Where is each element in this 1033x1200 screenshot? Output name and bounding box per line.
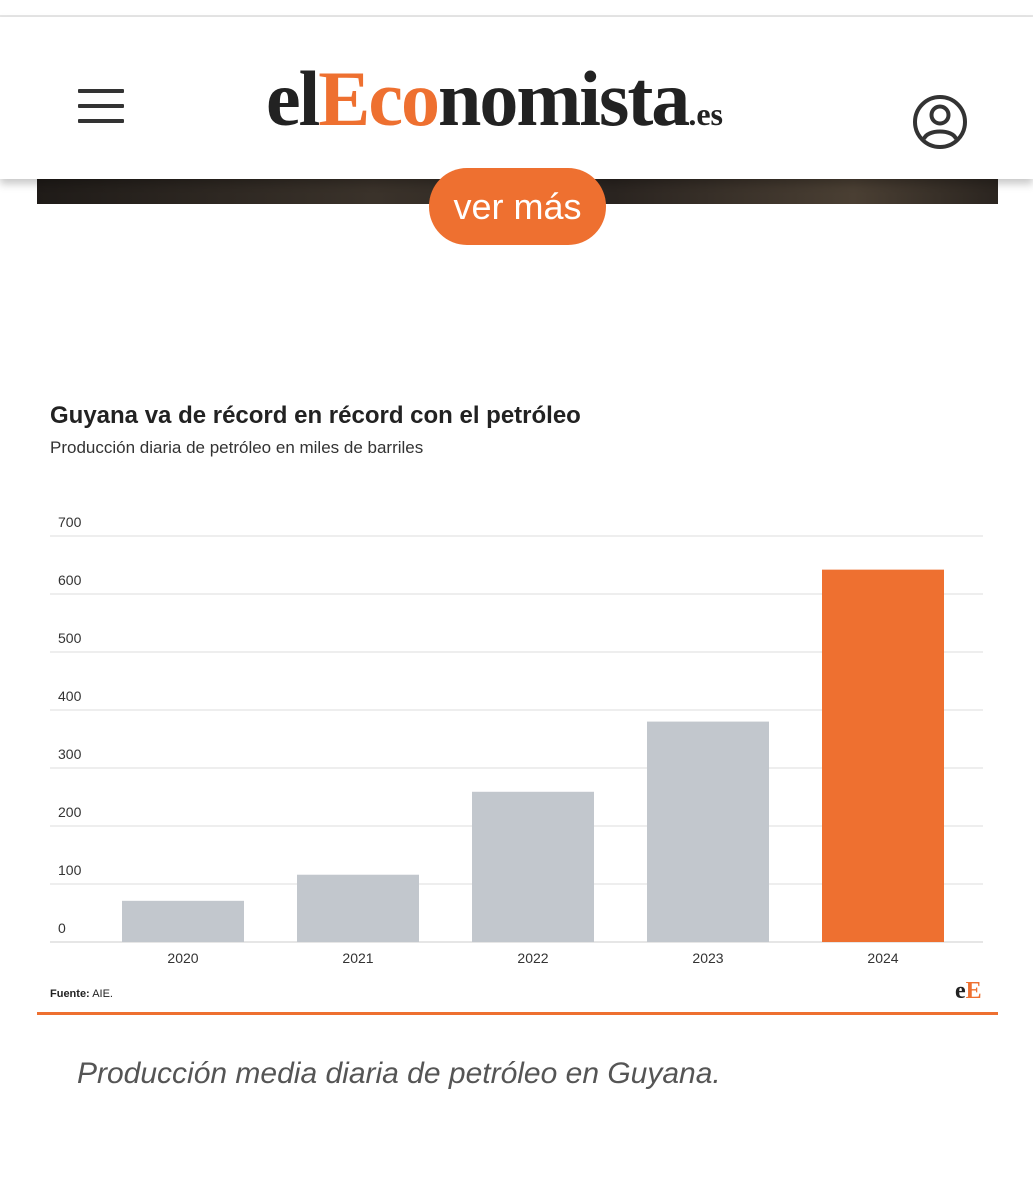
site-header: elEconomista.es [0,17,1033,179]
site-logo[interactable]: elEconomista.es [266,59,723,139]
bar-2023 [647,721,769,942]
brand-mark-E: E [965,978,982,1004]
brand-mark-e: e [955,978,966,1004]
logo-eco: Eco [318,55,440,142]
source-label: Fuente: [50,988,90,1000]
y-tick-label: 100 [58,862,82,878]
bar-chart: 0 100 200 300 400 500 600 700 2020 2021 2022 2023 20… [50,514,983,966]
bar-2024 [822,569,944,942]
logo-el: el [266,55,320,142]
x-tick-label: 2022 [517,950,548,966]
y-tick-label: 600 [58,572,82,588]
chart-subtitle: Producción diaria de petróleo en miles d… [50,438,424,457]
user-account-icon[interactable] [912,94,968,150]
y-tick-label: 0 [58,920,66,936]
y-tick-label: 200 [58,804,82,820]
x-tick-label: 2021 [342,950,373,966]
x-tick-label: 2023 [692,950,723,966]
figure-caption: Producción media diaria de petróleo en G… [77,1057,721,1090]
chart-source: Fuente: AIE. [50,988,113,1000]
y-tick-label: 700 [58,514,82,530]
hamburger-menu-icon[interactable] [78,89,126,123]
y-tick-label: 500 [58,630,82,646]
y-tick-label: 400 [58,688,82,704]
top-divider [0,15,1033,17]
logo-nomista: nomista [437,55,690,142]
figure-bottom-rule [37,1012,998,1015]
bar-2020 [122,900,244,942]
ver-mas-button[interactable]: ver más [429,168,606,245]
chart-title: Guyana va de récord en récord con el pet… [50,402,581,429]
brand-mark: eE [955,978,982,1005]
source-value: AIE. [92,988,113,1000]
x-tick-label: 2024 [867,950,898,966]
y-tick-label: 300 [58,746,82,762]
x-tick-label: 2020 [167,950,198,966]
bar-2021 [297,874,419,942]
logo-domain: .es [688,96,723,132]
bar-2022 [472,791,594,942]
